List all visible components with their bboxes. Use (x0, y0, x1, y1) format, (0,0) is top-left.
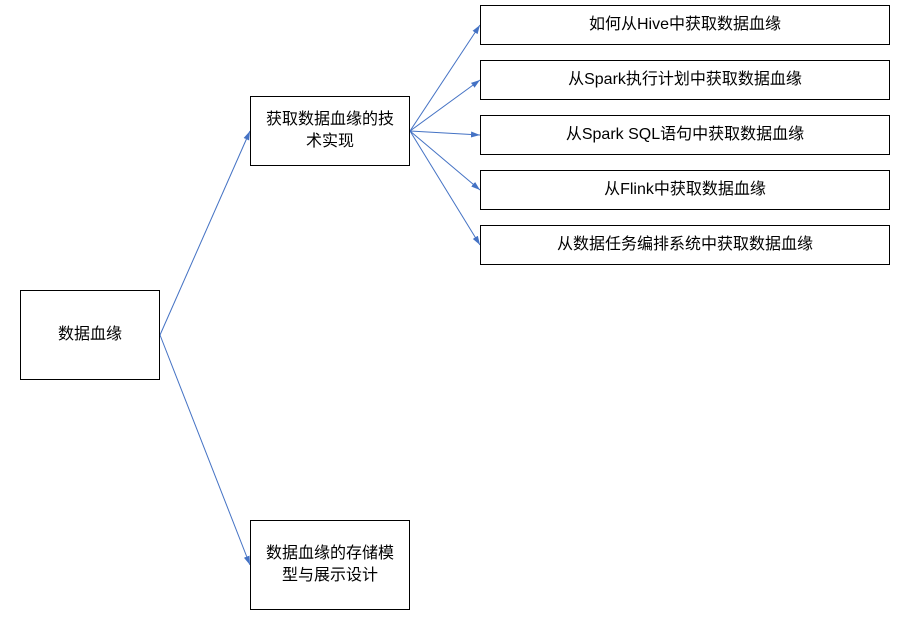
node-hive: 如何从Hive中获取数据血缘 (480, 5, 890, 45)
node-spark-plan: 从Spark执行计划中获取数据血缘 (480, 60, 890, 100)
node-tech: 获取数据血缘的技术实现 (250, 96, 410, 166)
node-orchestration: 从数据任务编排系统中获取数据血缘 (480, 225, 890, 265)
diagram-canvas: 数据血缘 获取数据血缘的技术实现 数据血缘的存储模型与展示设计 如何从Hive中… (0, 0, 923, 633)
node-root: 数据血缘 (20, 290, 160, 380)
node-spark-sql: 从Spark SQL语句中获取数据血缘 (480, 115, 890, 155)
node-flink: 从Flink中获取数据血缘 (480, 170, 890, 210)
node-storage: 数据血缘的存储模型与展示设计 (250, 520, 410, 610)
